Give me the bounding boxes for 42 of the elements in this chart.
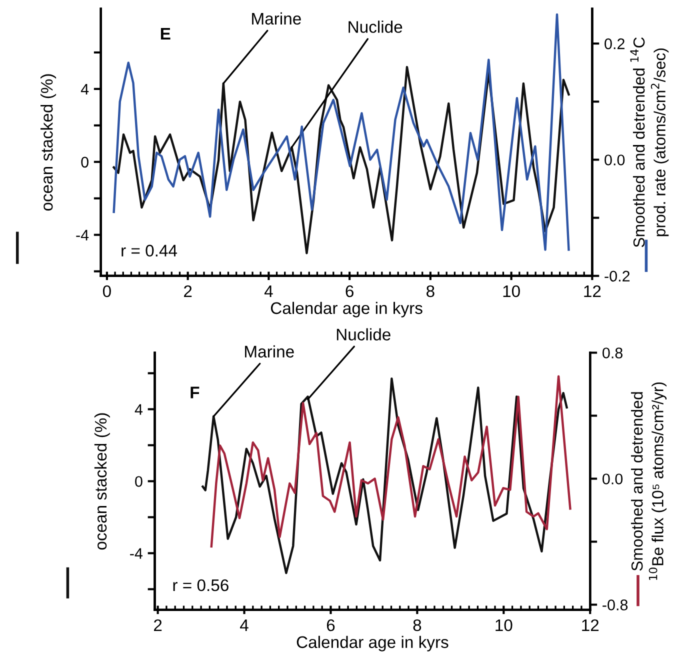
line-series <box>112 66 570 254</box>
y2-axis-title: Smoothed and detrended $^{10}$Be flux (10⁵ atoms/cm²/yr) <box>631 382 667 580</box>
annotation: E <box>160 28 170 40</box>
x-tick-label: 2 <box>154 619 162 631</box>
line-series <box>210 375 572 548</box>
x-tick-label: 12 <box>582 619 599 631</box>
x-tick-label: 10 <box>496 619 512 632</box>
x-tick-label: 2 <box>184 285 192 297</box>
x-tick-label: 6 <box>326 619 335 632</box>
annotation: r = 0.44 <box>122 244 178 257</box>
y-tick-label: -4 <box>76 230 89 240</box>
x-tick-label: 6 <box>346 285 354 298</box>
text: Smoothed and detrended $^{14}$C prod. rate (atoms/cm$^{2}$/sec) <box>630 37 669 248</box>
y2-tick-label: -0.2 <box>604 270 630 282</box>
x-tick-label: 8 <box>426 285 434 298</box>
annotation: F <box>190 386 200 398</box>
y2-tick-label: -0.8 <box>602 600 628 610</box>
y2-tick-label: 0.0 <box>602 474 623 484</box>
x-axis-title: Calendar age in kyrs <box>296 636 448 652</box>
y-tick-label: 0 <box>135 476 142 487</box>
annotation: Nuclide <box>348 20 402 33</box>
x-axis-title: Calendar age in kyrs <box>270 302 422 318</box>
annotation: r = 0.56 <box>173 579 228 592</box>
y-axis-title: ocean stacked (%) <box>40 74 56 211</box>
y-tick-label: 4 <box>80 84 89 94</box>
annotation: Marine <box>252 12 301 25</box>
y2-tick-label: 0.2 <box>604 38 624 50</box>
x-tick-label: 8 <box>413 619 422 632</box>
y-tick-label: 0 <box>81 156 88 168</box>
y-tick-label: 4 <box>134 404 143 415</box>
x-tick-label: 12 <box>584 285 601 297</box>
x-tick-label: 0 <box>102 285 111 298</box>
y2-tick-label: 0.8 <box>602 348 622 358</box>
x-tick-label: 4 <box>264 286 273 297</box>
x-tick-label: 10 <box>503 285 520 298</box>
y-axis-title: ocean stacked (%) <box>94 413 110 550</box>
x-tick-label: 4 <box>240 620 248 631</box>
annotation: Marine <box>245 345 294 358</box>
y-tick-label: -4 <box>130 548 143 559</box>
line-series <box>202 378 568 574</box>
y2-tick-label: 0.0 <box>604 154 625 166</box>
annotation: Nuclide <box>336 328 390 340</box>
